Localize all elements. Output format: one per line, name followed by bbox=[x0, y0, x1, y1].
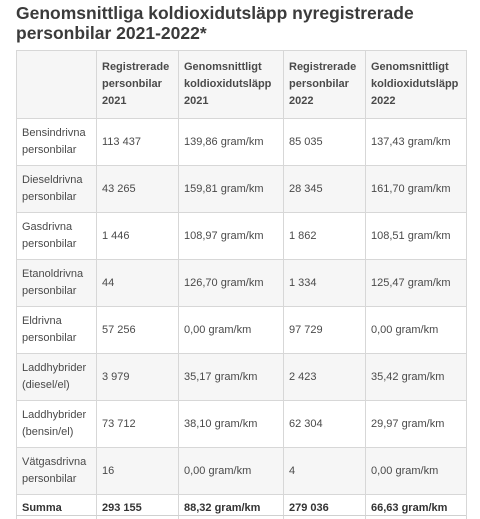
row-label: Gasdrivna personbilar bbox=[16, 212, 97, 260]
cell-emissions-2021: 139,86 gram/km bbox=[178, 118, 284, 166]
table-row: Eldrivna personbilar 57 256 0,00 gram/km… bbox=[16, 306, 467, 354]
row-label: Etanoldrivna personbilar bbox=[16, 259, 97, 307]
summary-emissions-2021: 88,32 gram/km bbox=[178, 494, 284, 519]
cell-registered-2022: 1 862 bbox=[283, 212, 366, 260]
table-row: Laddhybrider (diesel/el) 3 979 35,17 gra… bbox=[16, 353, 467, 401]
column-header-emissions-2021: Genomsnittligt koldioxidutsläpp 2021 bbox=[178, 50, 284, 119]
cell-emissions-2021: 35,17 gram/km bbox=[178, 353, 284, 401]
cell-registered-2021: 1 446 bbox=[96, 212, 179, 260]
table-row: Bensindrivna personbilar 113 437 139,86 … bbox=[16, 118, 467, 166]
column-header-emissions-2022: Genomsnittligt koldioxidutsläpp 2022 bbox=[365, 50, 467, 119]
cell-registered-2021: 113 437 bbox=[96, 118, 179, 166]
cell-emissions-2022: 125,47 gram/km bbox=[365, 259, 467, 307]
table-header-row: Registrerade personbilar 2021 Genomsnitt… bbox=[16, 50, 467, 119]
cell-registered-2022: 2 423 bbox=[283, 353, 366, 401]
cell-registered-2021: 44 bbox=[96, 259, 179, 307]
cell-emissions-2022: 108,51 gram/km bbox=[365, 212, 467, 260]
cell-registered-2021: 57 256 bbox=[96, 306, 179, 354]
cell-emissions-2022: 35,42 gram/km bbox=[365, 353, 467, 401]
emissions-table: Registrerade personbilar 2021 Genomsnitt… bbox=[16, 50, 467, 519]
cell-registered-2022: 28 345 bbox=[283, 165, 366, 213]
table-row: Laddhybrider (bensin/el) 73 712 38,10 gr… bbox=[16, 400, 467, 448]
column-header-registered-2021: Registrerade personbilar 2021 bbox=[96, 50, 179, 119]
row-label: Dieseldrivna personbilar bbox=[16, 165, 97, 213]
bottom-divider bbox=[16, 515, 466, 516]
row-label: Bensindrivna personbilar bbox=[16, 118, 97, 166]
cell-registered-2021: 43 265 bbox=[96, 165, 179, 213]
cell-registered-2022: 62 304 bbox=[283, 400, 366, 448]
column-header-registered-2022: Registrerade personbilar 2022 bbox=[283, 50, 366, 119]
cell-registered-2022: 4 bbox=[283, 447, 366, 495]
cell-emissions-2021: 0,00 gram/km bbox=[178, 306, 284, 354]
cell-registered-2021: 16 bbox=[96, 447, 179, 495]
page-title: Genomsnittliga koldioxidutsläpp nyregist… bbox=[16, 3, 414, 43]
cell-emissions-2021: 0,00 gram/km bbox=[178, 447, 284, 495]
cell-emissions-2021: 126,70 gram/km bbox=[178, 259, 284, 307]
table-row: Etanoldrivna personbilar 44 126,70 gram/… bbox=[16, 259, 467, 307]
cell-emissions-2021: 38,10 gram/km bbox=[178, 400, 284, 448]
row-label: Laddhybrider (diesel/el) bbox=[16, 353, 97, 401]
cell-emissions-2021: 159,81 gram/km bbox=[178, 165, 284, 213]
summary-registered-2021: 293 155 bbox=[96, 494, 179, 519]
cell-registered-2021: 73 712 bbox=[96, 400, 179, 448]
cell-registered-2021: 3 979 bbox=[96, 353, 179, 401]
row-label: Laddhybrider (bensin/el) bbox=[16, 400, 97, 448]
row-label: Eldrivna personbilar bbox=[16, 306, 97, 354]
cell-emissions-2022: 137,43 gram/km bbox=[365, 118, 467, 166]
summary-row: Summa 293 155 88,32 gram/km 279 036 66,6… bbox=[16, 494, 467, 519]
summary-emissions-2022: 66,63 gram/km bbox=[365, 494, 467, 519]
cell-emissions-2022: 0,00 gram/km bbox=[365, 447, 467, 495]
cell-emissions-2021: 108,97 gram/km bbox=[178, 212, 284, 260]
column-header-category bbox=[16, 50, 97, 119]
cell-emissions-2022: 29,97 gram/km bbox=[365, 400, 467, 448]
row-label: Vätgasdrivna personbilar bbox=[16, 447, 97, 495]
summary-label: Summa bbox=[16, 494, 97, 519]
cell-registered-2022: 1 334 bbox=[283, 259, 366, 307]
table-row: Gasdrivna personbilar 1 446 108,97 gram/… bbox=[16, 212, 467, 260]
cell-registered-2022: 97 729 bbox=[283, 306, 366, 354]
cell-emissions-2022: 0,00 gram/km bbox=[365, 306, 467, 354]
table-row: Dieseldrivna personbilar 43 265 159,81 g… bbox=[16, 165, 467, 213]
cell-registered-2022: 85 035 bbox=[283, 118, 366, 166]
cell-emissions-2022: 161,70 gram/km bbox=[365, 165, 467, 213]
table-row: Vätgasdrivna personbilar 16 0,00 gram/km… bbox=[16, 447, 467, 495]
